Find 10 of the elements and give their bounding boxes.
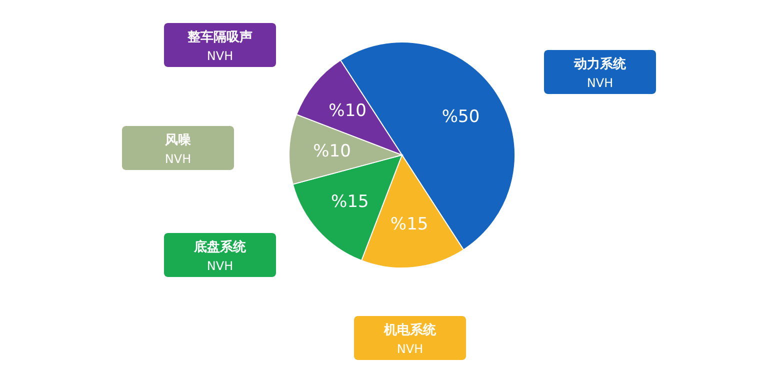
data-label: %15 [331, 192, 369, 212]
data-label: %10 [313, 141, 351, 162]
category-label: 动力系统 NVH [574, 57, 626, 90]
category-label: 整车隔吸声 NVH [188, 30, 252, 63]
data-label: %50 [442, 106, 480, 127]
data-label: %10 [328, 100, 366, 121]
category-label: 机电系统 NVH [384, 323, 436, 356]
category-label: 底盘系统 NVH [194, 240, 246, 273]
category-label: 风噪 NVH [164, 133, 192, 166]
data-label: %15 [390, 214, 428, 235]
